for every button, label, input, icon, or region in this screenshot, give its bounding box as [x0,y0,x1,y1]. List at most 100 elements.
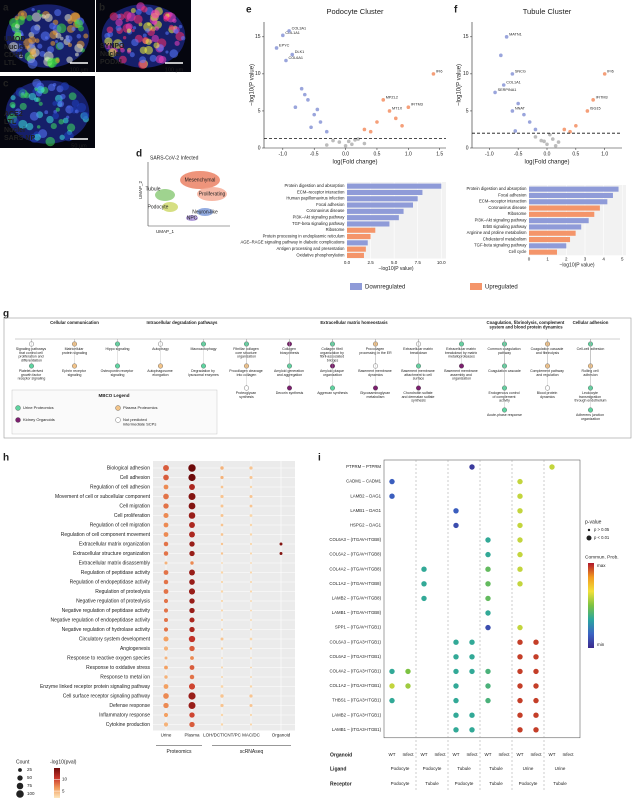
dot [163,474,169,481]
dot [249,504,253,508]
volcano-point [337,140,342,144]
dot [220,703,224,708]
dot [249,466,253,470]
bar [529,211,595,217]
micrograph-texture [109,12,119,21]
dot [250,666,252,669]
legend-label: Plasma Proteomics [123,405,157,410]
dot [249,542,253,546]
chart-title: Tubule Cluster [523,7,572,16]
micrograph-texture [66,123,76,132]
volcano-point [539,138,544,143]
micrograph-texture [76,33,82,39]
micrograph-texture [74,52,79,57]
dot [517,581,523,587]
bar-label: Human papillomavirus infection [286,196,345,201]
dot [453,668,459,675]
dot [188,502,196,510]
dot [220,514,224,517]
umap-cluster [155,189,175,201]
micrograph-texture [139,56,147,64]
dot [517,537,523,543]
dot [249,685,253,688]
receptor-label: Podocyte [391,781,410,786]
micrograph-texture [165,31,169,35]
term-label: Defense response [109,703,150,709]
term-label: Cell migration [119,503,150,509]
legend-dot [587,528,591,532]
organoid-label: WT [389,752,396,757]
micrograph-texture [52,101,58,106]
umap-title: SARS-CoV-2 Infected [150,155,199,161]
dot [517,697,523,704]
volcano-point [393,116,398,121]
volcano-point [287,29,291,33]
node-label: Glycosaminoglycan metabolism [360,391,391,399]
node [416,385,422,391]
micrograph-texture [36,125,41,129]
bar-label: Focal adhesion [316,202,345,207]
micrograph-texture [66,56,73,64]
legend-dot [15,417,21,423]
dot [163,465,169,471]
dot [189,579,195,585]
node-label: Degradation by lysosomal enzymes [188,369,219,377]
dot [421,566,427,572]
micrograph-texture [25,122,34,131]
term-label: Cytokine production [106,722,150,728]
dot [249,485,253,489]
row-title: Ligand [330,766,346,772]
pair-label: COL4A2 – (ITGAV+ITGB8) [329,566,381,571]
bar-label: TGF-beta signaling pathway [474,243,527,248]
dot [549,464,555,470]
colorbar-label: max [597,563,606,568]
pair-label: CADM1 – CADM1 [346,479,381,484]
legend-swatch [470,283,482,290]
dot [533,683,539,689]
group-title: Extracellular matrix homeostasis [320,320,388,325]
ligand-label: Tubule [489,766,503,771]
volcano-point [293,105,298,110]
bar-label: Cholesterol metabolism [483,236,527,241]
bar-label: Protein digestion and absorption [466,186,527,191]
dot [163,684,169,689]
dot [221,562,223,564]
micrograph-texture [144,45,153,55]
bar [347,196,418,202]
micrograph-texture [65,35,73,43]
dot [163,598,169,604]
dot [485,683,491,689]
legend-frame [11,389,218,435]
channel-label: Nuclei [4,127,25,134]
volcano-point [522,112,526,117]
pair-label: COL1A2 – (ITGA3+ITGB1) [330,683,382,688]
y-tick-label: 15 [463,34,469,40]
micrograph-texture [145,38,152,45]
organoid-label: WT [517,752,524,757]
dot [220,542,224,546]
dot [163,532,169,537]
dot [249,713,253,717]
x-tick-label: 0 [528,256,531,261]
micrograph-texture [141,5,148,13]
micrograph-texture [28,36,36,44]
legend-label: Upregulated [485,285,518,291]
legend-dot [115,417,121,423]
dot [163,512,169,519]
dot [220,571,224,574]
bar [347,202,413,208]
bar [347,227,376,233]
plot-panel [153,461,295,731]
bar [347,252,364,258]
bar [347,246,366,252]
micrograph-texture [62,117,69,124]
node-label: Procollagen processing in the ER [359,347,392,355]
pair-label: THBS1 – (ITGA3+ITGB1) [332,698,381,703]
pair-label: LAMB1 – (ITGAV+ITGB8) [332,610,382,615]
legend-label: Kidney Organoids [23,417,55,422]
dot [164,665,168,670]
node-label: Osteopontin receptor signaling [101,369,135,377]
volcano-point [324,143,329,147]
dot [249,694,253,698]
